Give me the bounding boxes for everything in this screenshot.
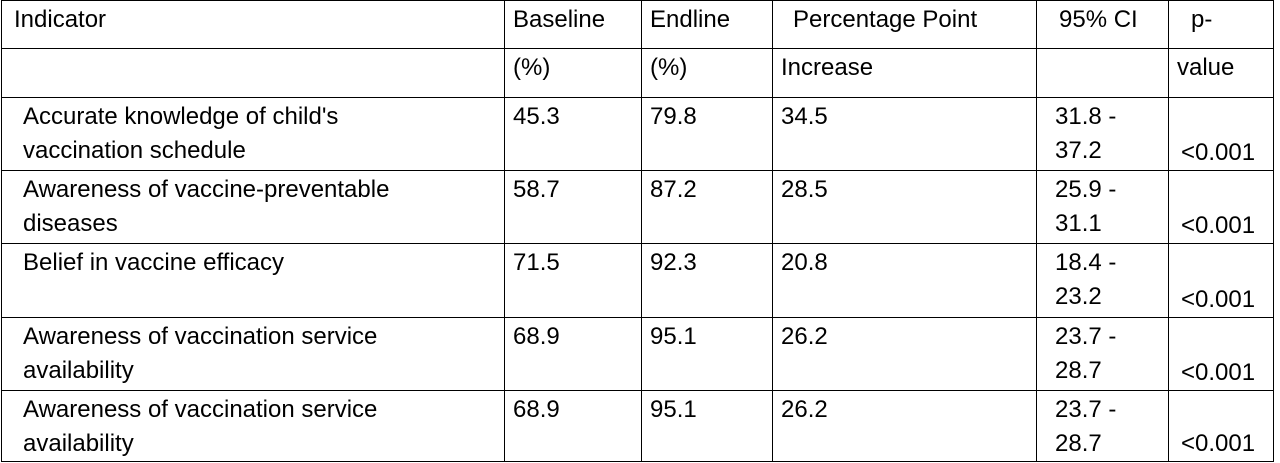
indicator-line: Belief in vaccine efficacy (23, 249, 285, 276)
indicator-cell: Accurate knowledge of child's vaccinatio… (1, 97, 505, 171)
baseline-cell: 68.9 (504, 317, 642, 391)
header-indicator-units (1, 48, 505, 98)
table-row: Accurate knowledge of child's vaccinatio… (1, 97, 1274, 171)
indicator-cell: Awareness of vaccination service availab… (1, 390, 505, 462)
ci-line: 25.9 - (1055, 176, 1117, 203)
p-value-cell: <0.001 (1168, 317, 1274, 391)
baseline-cell: 58.7 (504, 170, 642, 244)
ci-line: 28.7 (1055, 430, 1102, 457)
table-row: Belief in vaccine efficacy 71.5 92.3 20.… (1, 243, 1274, 318)
endline-cell: 92.3 (641, 243, 773, 318)
baseline-cell: 45.3 (504, 97, 642, 171)
ci-cell: 25.9 - 31.1 (1036, 170, 1169, 244)
header-row-units: (%) (%) Increase value (1, 48, 1274, 98)
increase-cell: 28.5 (772, 170, 1037, 244)
increase-cell: 34.5 (772, 97, 1037, 171)
increase-cell: 20.8 (772, 243, 1037, 318)
indicator-cell: Belief in vaccine efficacy (1, 243, 505, 318)
header-indicator: Indicator (1, 0, 505, 49)
increase-cell: 26.2 (772, 390, 1037, 462)
header-increase-units: Increase (772, 48, 1037, 98)
ci-line: 37.2 (1055, 137, 1102, 164)
ci-cell: 23.7 - 28.7 (1036, 390, 1169, 462)
header-baseline-units: (%) (504, 48, 642, 98)
endline-cell: 95.1 (641, 390, 773, 462)
ci-line: 23.7 - (1055, 396, 1117, 423)
indicator-cell: Awareness of vaccine-preventable disease… (1, 170, 505, 244)
indicator-line: availability (23, 430, 134, 457)
indicator-line: Awareness of vaccination service (23, 396, 378, 423)
indicator-line: vaccination schedule (23, 137, 246, 164)
indicator-line: Awareness of vaccination service (23, 323, 378, 350)
endline-cell: 87.2 (641, 170, 773, 244)
header-p-units: value (1168, 48, 1274, 98)
ci-line: 28.7 (1055, 357, 1102, 384)
ci-line: 31.1 (1055, 210, 1102, 237)
header-endline-units: (%) (641, 48, 773, 98)
ci-line: 31.8 - (1055, 103, 1117, 130)
header-ci-units (1036, 48, 1169, 98)
indicator-cell: Awareness of vaccination service availab… (1, 317, 505, 391)
header-baseline: Baseline (504, 0, 642, 49)
header-endline: Endline (641, 0, 773, 49)
indicator-line: availability (23, 357, 134, 384)
table-row: Awareness of vaccination service availab… (1, 317, 1274, 391)
ci-line: 23.7 - (1055, 323, 1117, 350)
ci-line: 18.4 - (1055, 249, 1117, 276)
table-row: Awareness of vaccination service availab… (1, 390, 1274, 462)
increase-cell: 26.2 (772, 317, 1037, 391)
header-percentage-point: Percentage Point (772, 0, 1037, 49)
endline-cell: 79.8 (641, 97, 773, 171)
ci-line: 23.2 (1055, 283, 1102, 310)
p-value-cell: <0.001 (1168, 243, 1274, 318)
endline-cell: 95.1 (641, 317, 773, 391)
indicator-line: diseases (23, 210, 118, 237)
ci-cell: 31.8 - 37.2 (1036, 97, 1169, 171)
baseline-cell: 71.5 (504, 243, 642, 318)
header-row: Indicator Baseline Endline Percentage Po… (1, 0, 1274, 49)
ci-cell: 23.7 - 28.7 (1036, 317, 1169, 391)
table-row: Awareness of vaccine-preventable disease… (1, 170, 1274, 244)
p-value-cell: <0.001 (1168, 170, 1274, 244)
indicator-line: Awareness of vaccine-preventable (23, 176, 390, 203)
p-value-cell: <0.001 (1168, 97, 1274, 171)
ci-cell: 18.4 - 23.2 (1036, 243, 1169, 318)
header-ci: 95% CI (1036, 0, 1169, 49)
header-p: p- (1168, 0, 1274, 49)
p-value-cell: <0.001 (1168, 390, 1274, 462)
baseline-cell: 68.9 (504, 390, 642, 462)
indicator-line: Accurate knowledge of child's (23, 103, 339, 130)
